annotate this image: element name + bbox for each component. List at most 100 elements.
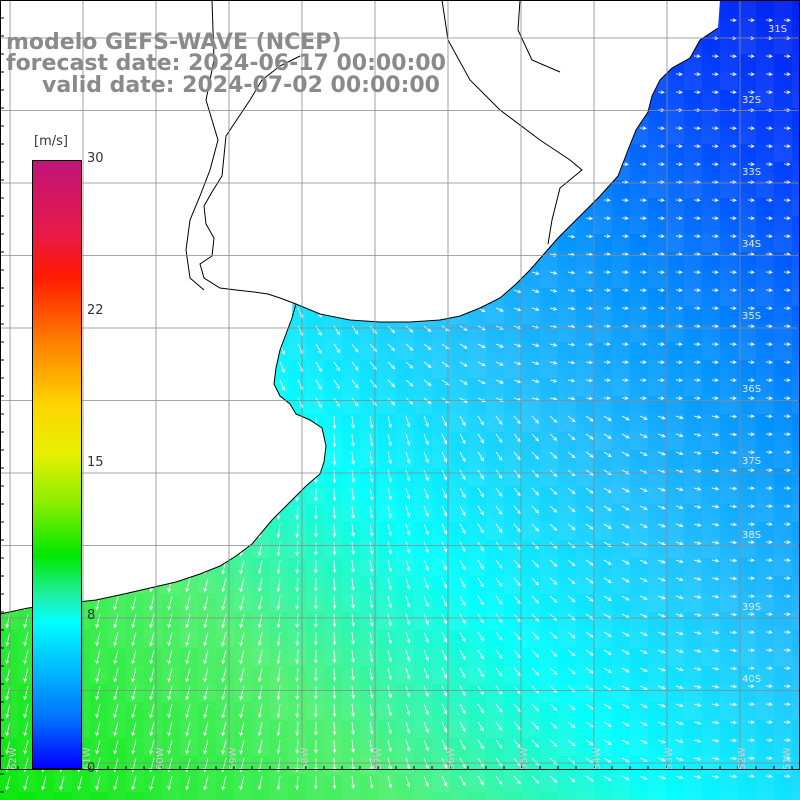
wind-arrow [95, 667, 101, 683]
wind-arrow [639, 451, 648, 456]
wind-arrow [423, 667, 429, 680]
wind-arrow [495, 325, 504, 330]
wind-arrow [441, 649, 447, 661]
wind-arrow [603, 757, 612, 763]
wind-arrow [657, 378, 665, 383]
wind-arrow [257, 703, 263, 719]
wind-arrow [405, 523, 411, 536]
wind-arrow [765, 288, 773, 293]
wind-arrow [657, 487, 666, 492]
wind-arrow [675, 198, 683, 203]
wind-arrow [149, 721, 155, 737]
wind-arrow [459, 343, 468, 349]
wind-arrow [747, 522, 755, 527]
wind-arrow [405, 541, 411, 554]
wind-arrow [203, 667, 209, 683]
wind-arrow [675, 216, 683, 221]
wind-arrow [513, 577, 521, 587]
wind-arrow [567, 523, 576, 531]
wind-arrow [549, 360, 558, 365]
wind-arrow [369, 487, 374, 501]
wind-arrow [387, 433, 392, 447]
wind-arrow [621, 649, 630, 655]
wind-arrow [747, 630, 755, 635]
wind-arrow [711, 558, 720, 563]
wind-arrow [693, 324, 701, 329]
wind-arrow [549, 523, 558, 531]
wind-arrow [783, 486, 791, 491]
wind-arrow [149, 649, 155, 665]
wind-arrow [351, 433, 355, 448]
wind-arrow [747, 54, 755, 59]
forecast-date-label: forecast date: 2024-06-17 00:00:00 [6, 51, 446, 76]
wind-arrow [332, 775, 337, 790]
wind-arrow [621, 505, 630, 511]
wind-arrow [276, 541, 281, 557]
wind-arrow [549, 288, 558, 293]
model-title: modelo GEFS-WAVE (NCEP) [6, 30, 342, 55]
wind-arrow [585, 270, 594, 275]
wind-arrow [711, 522, 720, 527]
wind-arrow [221, 703, 227, 719]
wind-arrow [387, 379, 396, 388]
wind-arrow [276, 631, 281, 647]
lon-label: 54W [592, 747, 603, 770]
wind-arrow [693, 667, 702, 671]
wind-arrow [657, 216, 665, 221]
wind-arrow [185, 775, 191, 791]
wind-arrow [405, 577, 411, 590]
wind-arrow [675, 234, 683, 239]
wind-arrow [441, 595, 447, 607]
wind-arrow [495, 667, 503, 677]
wind-arrow [585, 595, 594, 602]
wind-arrow [149, 613, 155, 629]
wind-arrow [531, 271, 540, 275]
wind-arrow [639, 613, 648, 618]
wind-arrow [747, 702, 755, 707]
wind-arrow [221, 595, 227, 611]
wind-arrow [783, 684, 791, 689]
wind-arrow [351, 613, 355, 628]
wind-arrow [657, 162, 665, 167]
wind-arrow [675, 595, 684, 600]
wind-arrow [531, 721, 540, 730]
wind-arrow [657, 234, 665, 239]
wind-arrow [693, 649, 702, 653]
wind-arrow [567, 649, 576, 657]
wind-arrow [603, 378, 611, 383]
wind-arrow [332, 613, 337, 628]
wind-arrow [567, 595, 576, 603]
wind-arrow [405, 361, 414, 369]
wind-arrow [369, 469, 374, 483]
wind-arrow [657, 685, 666, 690]
wind-arrow [313, 757, 318, 772]
wind-arrow [729, 72, 737, 77]
wind-arrow [765, 378, 773, 383]
wind-arrow [405, 433, 411, 446]
wind-arrow [621, 433, 630, 439]
wind-arrow [729, 288, 737, 293]
wind-arrow [567, 306, 576, 311]
wind-arrow [405, 631, 411, 644]
wind-arrow [423, 433, 429, 446]
wind-arrow [495, 739, 503, 749]
wind-arrow [711, 540, 720, 545]
wind-arrow [332, 541, 337, 556]
wind-arrow [747, 342, 755, 347]
wind-arrow [313, 685, 318, 700]
wind-arrow [531, 415, 540, 424]
wind-arrow [221, 739, 227, 755]
wind-arrow [313, 721, 318, 736]
land-area [0, 0, 720, 614]
wind-arrow [441, 631, 447, 643]
wind-arrow [639, 342, 647, 347]
wind-arrow [531, 361, 540, 365]
wind-arrow [783, 162, 791, 167]
wind-arrow [783, 540, 791, 545]
wind-arrow [693, 505, 702, 509]
wind-arrow [405, 325, 414, 333]
lon-label: 56W [446, 747, 457, 770]
wind-arrow [351, 397, 359, 407]
wind-arrow [549, 559, 558, 567]
lon-label: 58W [300, 747, 311, 770]
